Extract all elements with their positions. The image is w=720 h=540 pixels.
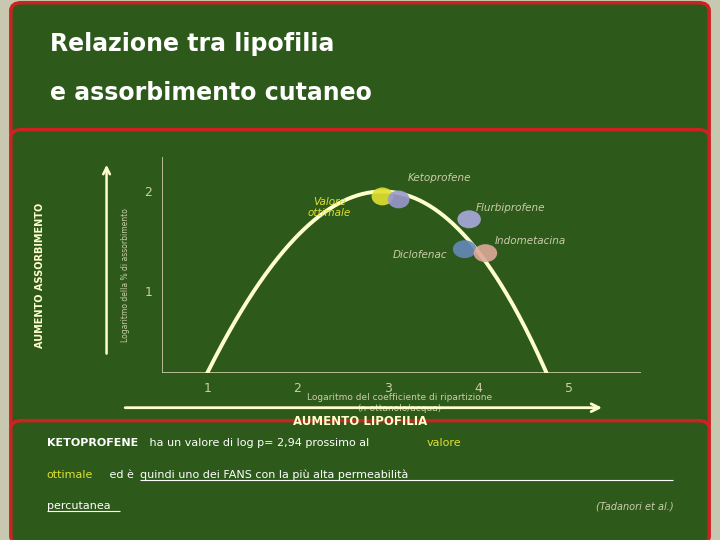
Text: Logaritmo del coefficiente di ripartizione
(n-ottanolo/acqua): Logaritmo del coefficiente di ripartizio… [307, 393, 492, 413]
Ellipse shape [372, 187, 393, 205]
Ellipse shape [388, 191, 410, 208]
Text: Ketoprofene: Ketoprofene [408, 173, 471, 184]
FancyBboxPatch shape [11, 421, 709, 540]
FancyBboxPatch shape [11, 130, 709, 432]
Text: Flurbiprofene: Flurbiprofene [475, 204, 545, 213]
Text: valore: valore [427, 438, 462, 449]
Text: Valore
ottimale: Valore ottimale [307, 197, 351, 218]
Ellipse shape [453, 240, 477, 258]
Text: Diclofenac: Diclofenac [392, 250, 447, 260]
FancyBboxPatch shape [11, 3, 709, 140]
Text: e assorbimento cutaneo: e assorbimento cutaneo [50, 81, 372, 105]
Text: (Tadanori et al.): (Tadanori et al.) [595, 501, 673, 511]
Text: percutanea: percutanea [47, 501, 110, 511]
Text: Logaritmo della % di assorbimento: Logaritmo della % di assorbimento [122, 208, 130, 342]
Text: AUMENTO ASSORBIMENTO: AUMENTO ASSORBIMENTO [35, 203, 45, 348]
Text: ottimale: ottimale [47, 470, 93, 480]
Text: KETOPROFENE: KETOPROFENE [47, 438, 138, 449]
Ellipse shape [457, 211, 481, 228]
Text: AUMENTO LIPOFILIA: AUMENTO LIPOFILIA [293, 415, 427, 428]
Text: ha un valore di log p= 2,94 prossimo al: ha un valore di log p= 2,94 prossimo al [146, 438, 373, 449]
Text: Indometacina: Indometacina [495, 236, 566, 246]
Text: quindi uno dei FANS con la più alta permeabilità: quindi uno dei FANS con la più alta perm… [140, 470, 408, 480]
Ellipse shape [474, 244, 498, 262]
Text: ed è: ed è [106, 470, 138, 480]
Text: Relazione tra lipofilia: Relazione tra lipofilia [50, 32, 335, 56]
